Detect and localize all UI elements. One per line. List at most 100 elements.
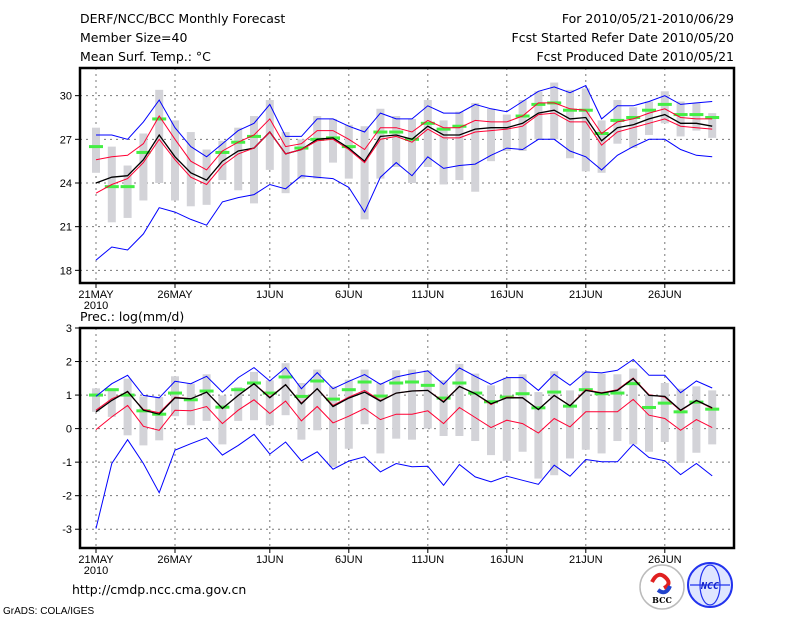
range-bar [581, 88, 590, 172]
observed-marker [484, 400, 498, 404]
bcc-logo: BCC [639, 564, 685, 610]
x-tick-label: 26MAY [157, 554, 193, 566]
range-bar [423, 100, 432, 167]
observed-marker [231, 388, 246, 392]
range-bar [92, 388, 100, 412]
range-bar [281, 363, 290, 416]
range-bar [92, 127, 100, 173]
observed-marker [373, 394, 388, 398]
observed-marker [247, 134, 261, 138]
x-tick-year-label: 2010 [84, 300, 108, 312]
x-tick-label: 21MAY [78, 289, 114, 301]
range-bar [250, 116, 258, 204]
range-bar [613, 374, 622, 442]
x-tick-label: 16JUN [490, 289, 524, 301]
x-tick-label: 26MAY [157, 289, 193, 301]
series-line-ensemble-max [96, 84, 713, 158]
range-bar [297, 139, 306, 179]
range-bar [202, 374, 211, 421]
range-bar [676, 101, 685, 137]
range-bar [265, 100, 274, 170]
member-size: Member Size=40 [80, 30, 187, 45]
range-bar [297, 383, 306, 440]
x-tick-label: 11JUN [411, 289, 444, 301]
observed-marker [689, 113, 704, 117]
observed-marker [152, 117, 167, 121]
ncc-logo-text: NCC [700, 581, 719, 592]
y-tick-label: -2 [62, 491, 72, 503]
series-line-lower-spread [95, 112, 713, 194]
range-bar [597, 373, 606, 454]
y-tick-label: 3 [66, 323, 72, 335]
range-bar [376, 383, 385, 454]
x-tick-label: 1JUN [256, 289, 284, 301]
range-bar [202, 149, 211, 205]
observed-marker [389, 130, 404, 134]
range-bar [455, 363, 464, 436]
range-bar [123, 165, 132, 218]
range-bar [313, 369, 322, 431]
range-bar [597, 120, 606, 173]
bcc-logo-text: BCC [652, 595, 672, 605]
series-line-ensemble-mean [95, 109, 713, 184]
observed-marker [626, 382, 641, 386]
observed-marker [168, 391, 182, 395]
y-tick-label: 27 [60, 134, 72, 146]
observed-marker [563, 108, 577, 112]
range-bar [471, 373, 480, 442]
observed-marker [626, 115, 641, 119]
observed-marker [436, 396, 451, 400]
observed-marker [120, 393, 135, 397]
range-bar [408, 369, 416, 440]
y-tick-label: 1 [66, 390, 72, 402]
observed-marker [294, 146, 309, 150]
observed-marker [657, 401, 672, 405]
observed-marker [705, 115, 720, 119]
range-bar [265, 380, 274, 426]
range-bar [107, 388, 116, 417]
forecast-produced-date: Fcst Produced Date 2010/05/21 [536, 49, 734, 64]
range-bar [360, 126, 369, 220]
observed-marker [89, 393, 103, 397]
series-line-ensemble-min [95, 138, 713, 261]
range-bar [155, 89, 164, 183]
observed-marker [341, 145, 356, 149]
range-bar [676, 388, 685, 463]
range-bar [250, 371, 258, 421]
observed-marker [215, 150, 230, 154]
range-bar [518, 374, 527, 452]
observed-marker [673, 410, 688, 414]
observed-marker [278, 375, 293, 379]
range-bar [155, 397, 164, 441]
x-tick-year-label: 2010 [84, 565, 108, 577]
range-bar [234, 387, 243, 421]
x-tick-label: 1JUN [256, 554, 284, 566]
y-tick-label: 30 [60, 91, 72, 103]
range-bar [471, 102, 480, 192]
observed-marker [657, 102, 672, 106]
range-bar [423, 370, 432, 429]
y-tick-label: -1 [62, 457, 72, 469]
x-tick-label: 21JUN [569, 289, 603, 301]
range-bar [629, 368, 638, 445]
range-bar [645, 101, 653, 135]
ncc-logo: NCC [687, 562, 733, 608]
range-bar [344, 124, 353, 179]
range-bar [392, 370, 401, 439]
series-line-ensemble-min [95, 433, 713, 529]
observed-marker [452, 124, 467, 128]
range-bar [534, 392, 543, 479]
observed-marker [405, 380, 419, 384]
range-bar [281, 132, 290, 194]
observed-marker [199, 389, 214, 393]
y-tick-label: 2 [66, 357, 72, 369]
observed-marker [420, 383, 435, 387]
source-url[interactable]: http://cmdp.ncc.cma.gov.cn [72, 582, 246, 597]
y-tick-label: -3 [62, 524, 72, 536]
range-bar [360, 369, 369, 425]
observed-marker [642, 405, 656, 409]
range-bar [139, 396, 148, 446]
